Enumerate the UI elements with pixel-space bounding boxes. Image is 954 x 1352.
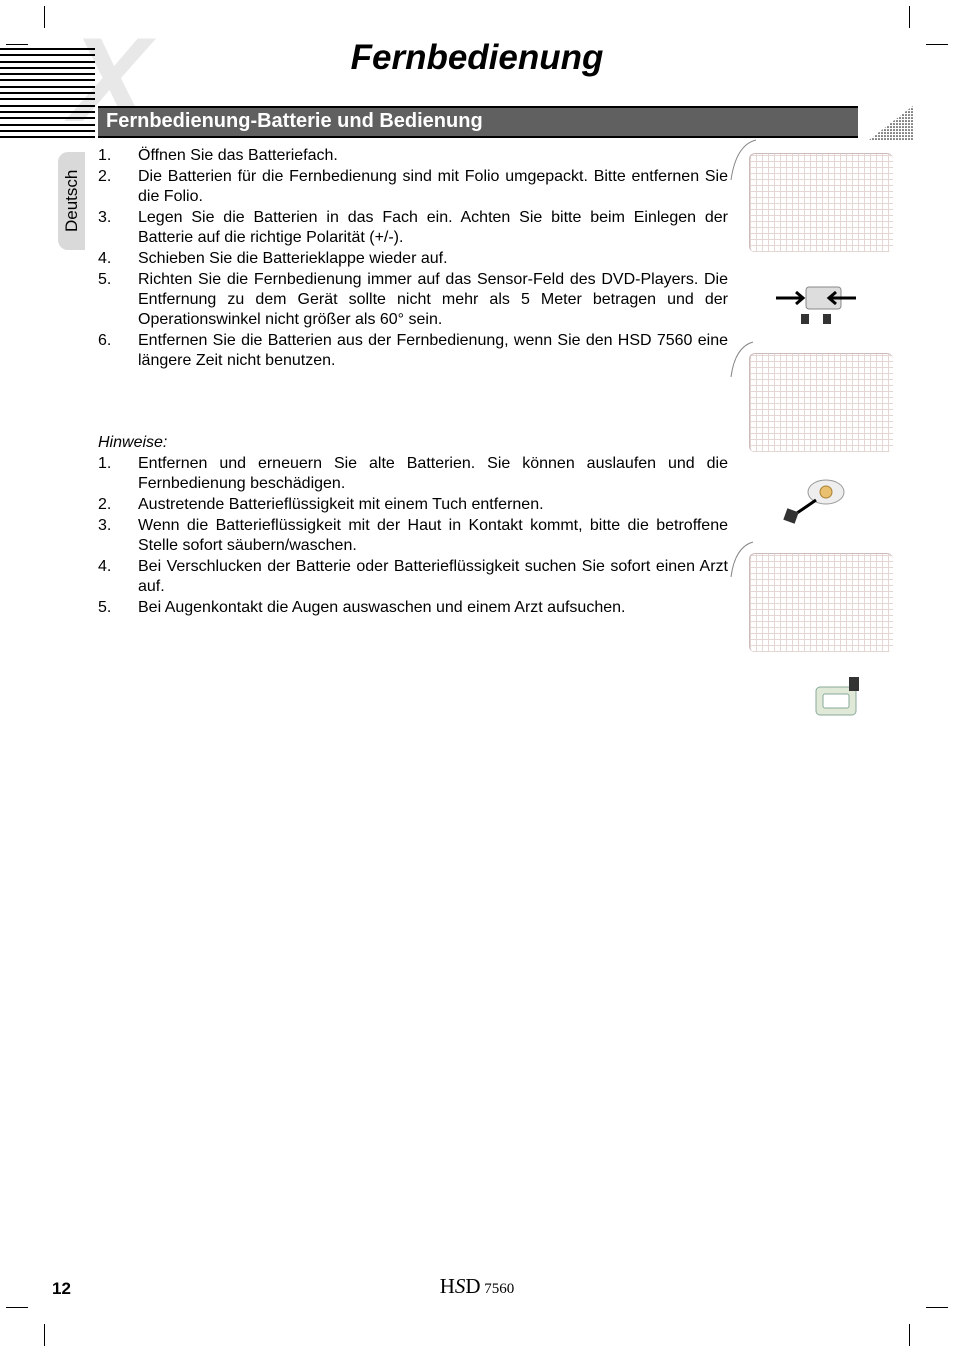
- illus-battery-compartment-open: [741, 145, 901, 260]
- instruction-item: 3.Legen Sie die Batterien in das Fach ei…: [98, 208, 728, 248]
- instructions-list: 1.Öffnen Sie das Batteriefach.2.Die Batt…: [98, 146, 728, 371]
- crop-mark: [6, 1307, 28, 1308]
- list-number: 5.: [98, 270, 138, 330]
- list-text: Legen Sie die Batterien in das Fach ein.…: [138, 208, 728, 248]
- illus-battery-compartment-closed: [741, 345, 901, 460]
- list-text: Schieben Sie die Batterieklappe wieder a…: [138, 249, 728, 269]
- content-column: 1.Öffnen Sie das Batteriefach.2.Die Batt…: [98, 146, 728, 619]
- list-text: Entfernen und erneuern Sie alte Batterie…: [138, 454, 728, 494]
- list-text: Wenn die Batterieflüssigkeit mit der Hau…: [138, 516, 728, 556]
- list-text: Bei Verschlucken der Batterie oder Batte…: [138, 557, 728, 597]
- note-item: 5.Bei Augenkontakt die Augen auswaschen …: [98, 598, 728, 618]
- list-number: 3.: [98, 516, 138, 556]
- instruction-item: 4.Schieben Sie die Batterieklappe wieder…: [98, 249, 728, 269]
- footer-brand-s: S: [455, 1274, 466, 1298]
- page-title: Fernbedienung: [0, 38, 954, 78]
- list-number: 4.: [98, 249, 138, 269]
- note-item: 4.Bei Verschlucken der Batterie oder Bat…: [98, 557, 728, 597]
- crop-mark: [909, 1324, 910, 1346]
- illus-battery-compartment-cover: [741, 545, 901, 660]
- footer-brand-d: D: [465, 1274, 480, 1298]
- footer-model-b: 60: [499, 1281, 514, 1297]
- notes-list: 1.Entfernen und erneuern Sie alte Batter…: [98, 454, 728, 618]
- footer-brand-h: H: [440, 1274, 455, 1298]
- list-number: 1.: [98, 146, 138, 166]
- list-number: 4.: [98, 557, 138, 597]
- list-number: 2.: [98, 495, 138, 515]
- note-item: 2.Austretende Batterieflüssigkeit mit ei…: [98, 495, 728, 515]
- note-item: 3.Wenn die Batterieflüssigkeit mit der H…: [98, 516, 728, 556]
- notes-heading: Hinweise:: [98, 433, 728, 453]
- note-item: 1.Entfernen und erneuern Sie alte Batter…: [98, 454, 728, 494]
- illustration-column: [741, 145, 906, 745]
- instruction-item: 5.Richten Sie die Fernbedienung immer au…: [98, 270, 728, 330]
- illus-battery-insert-arrow: [771, 272, 861, 327]
- crop-mark: [44, 6, 45, 28]
- list-number: 2.: [98, 167, 138, 207]
- language-tab: Deutsch: [58, 152, 85, 250]
- list-number: 5.: [98, 598, 138, 618]
- list-number: 6.: [98, 331, 138, 371]
- list-text: Austretende Batterieflüssigkeit mit eine…: [138, 495, 728, 515]
- page-footer: 12 HSD 7560: [0, 1269, 954, 1299]
- list-number: 1.: [98, 454, 138, 494]
- list-text: Entfernen Sie die Batterien aus der Fern…: [138, 331, 728, 371]
- list-number: 3.: [98, 208, 138, 248]
- instruction-item: 1.Öffnen Sie das Batteriefach.: [98, 146, 728, 166]
- crop-mark: [909, 6, 910, 28]
- instruction-item: 2.Die Batterien für die Fernbedienung si…: [98, 167, 728, 207]
- dotted-corner-decor: [869, 105, 914, 140]
- footer-brand: HSD 7560: [0, 1274, 954, 1299]
- illus-battery-wrap-remove: [771, 472, 861, 527]
- list-text: Richten Sie die Fernbedienung immer auf …: [138, 270, 728, 330]
- crop-mark: [926, 1307, 948, 1308]
- footer-model-a: 75: [481, 1281, 500, 1297]
- crop-mark: [44, 1324, 45, 1346]
- list-text: Öffnen Sie das Batteriefach.: [138, 146, 728, 166]
- list-text: Die Batterien für die Fernbedienung sind…: [138, 167, 728, 207]
- instruction-item: 6.Entfernen Sie die Batterien aus der Fe…: [98, 331, 728, 371]
- illus-battery-clip: [791, 672, 881, 727]
- section-heading-text: Fernbedienung-Batterie und Bedienung: [106, 110, 483, 132]
- list-text: Bei Augenkontakt die Augen auswaschen un…: [138, 598, 728, 618]
- section-heading-bar: Fernbedienung-Batterie und Bedienung: [98, 106, 858, 138]
